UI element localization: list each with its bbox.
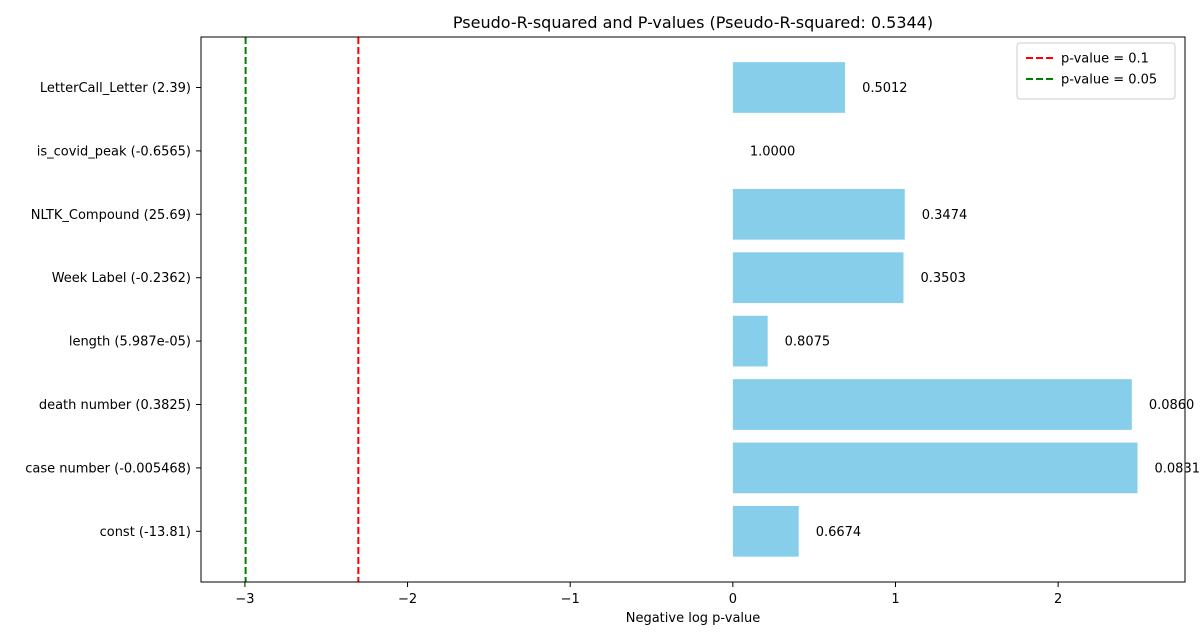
bar-value-label: 0.0831	[1155, 461, 1200, 476]
bar-value-label: 0.0860	[1149, 398, 1195, 413]
x-axis-label: Negative log p-value	[626, 611, 761, 626]
y-tick-label: NLTK_Compound (25.69)	[31, 208, 191, 223]
x-tick-label: −2	[398, 592, 417, 607]
y-tick-label: case number (-0.005468)	[25, 461, 191, 476]
bar-value-label: 0.3474	[922, 208, 968, 223]
bar	[732, 442, 1138, 494]
y-tick-label: is_covid_peak (-0.6565)	[37, 144, 191, 159]
legend-box	[1016, 42, 1176, 100]
bar	[732, 188, 905, 240]
plot-area: 0.5012 LetterCall_Letter (2.39) 1.0000 is_c…	[25, 36, 1200, 607]
legend-entry-label: p-value = 0.1	[1061, 52, 1149, 67]
legend: p-value = 0.1 p-value = 0.05	[1016, 42, 1176, 100]
bar-value-label: 0.6674	[816, 525, 862, 540]
bar	[732, 62, 846, 113]
x-tick-label: 2	[1054, 592, 1062, 607]
y-tick-label: length (5.987e-05)	[69, 335, 191, 350]
x-tick-label: −3	[235, 592, 254, 607]
bar	[732, 252, 904, 304]
bar	[732, 505, 799, 557]
y-tick-label: Week Label (-0.2362)	[52, 271, 191, 286]
x-tick-label: 0	[729, 592, 737, 607]
bar-value-label: 0.5012	[862, 81, 908, 96]
bar	[732, 379, 1132, 430]
bar-value-label: 0.3503	[920, 271, 966, 286]
plot-frame	[200, 36, 1186, 583]
x-tick-label: 1	[891, 592, 899, 607]
chart-title: Pseudo-R-squared and P-values (Pseudo-R-…	[453, 13, 933, 32]
y-tick-label: LetterCall_Letter (2.39)	[40, 81, 191, 96]
y-tick-label: death number (0.3825)	[39, 398, 191, 413]
bar-value-label: 0.8075	[785, 335, 831, 350]
x-tick-label: −1	[561, 592, 580, 607]
legend-entry-label: p-value = 0.05	[1061, 73, 1157, 88]
bar-value-label: 1.0000	[750, 144, 796, 159]
y-tick-label: const (-13.81)	[100, 525, 191, 540]
bar	[732, 315, 768, 367]
